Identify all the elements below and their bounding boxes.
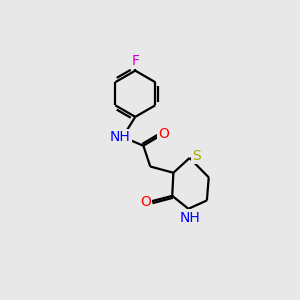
Text: O: O	[140, 195, 151, 209]
Text: O: O	[158, 127, 169, 141]
Text: NH: NH	[110, 130, 130, 144]
Text: NH: NH	[179, 211, 200, 225]
Text: F: F	[131, 54, 139, 68]
Text: S: S	[193, 149, 201, 163]
